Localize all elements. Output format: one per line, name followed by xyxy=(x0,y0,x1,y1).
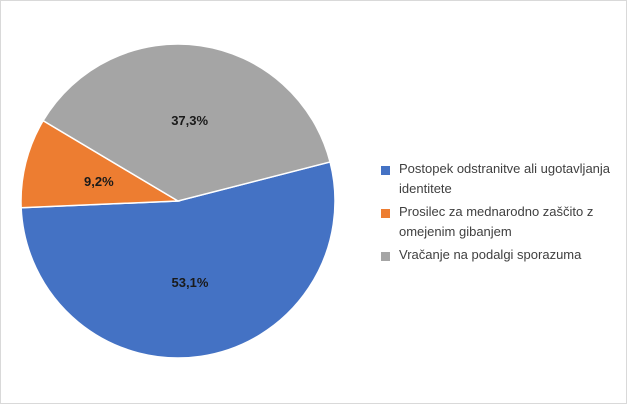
data-label-prosilec: 9,2% xyxy=(84,174,114,189)
data-label-vracanje: 37,3% xyxy=(171,113,208,128)
legend-swatch-gray xyxy=(381,252,390,261)
slice-postopek xyxy=(20,161,336,359)
legend-item-postopek: Postopek odstranitve ali ugotavljanja id… xyxy=(381,159,616,199)
legend-swatch-blue xyxy=(381,166,390,175)
slice-vracanje xyxy=(42,43,331,202)
data-label-postopek: 53,1% xyxy=(172,275,209,290)
legend-label: Prosilec za mednarodno zaščito z omejeni… xyxy=(399,204,594,239)
legend-label: Vračanje na podalgi sporazuma xyxy=(399,247,582,262)
legend-item-vracanje: Vračanje na podalgi sporazuma xyxy=(381,245,616,265)
legend-swatch-orange xyxy=(381,209,390,218)
legend-item-prosilec: Prosilec za mednarodno zaščito z omejeni… xyxy=(381,202,616,242)
slice-prosilec xyxy=(20,119,181,209)
legend-label: Postopek odstranitve ali ugotavljanja id… xyxy=(399,161,611,196)
chart-legend: Postopek odstranitve ali ugotavljanja id… xyxy=(381,159,616,268)
